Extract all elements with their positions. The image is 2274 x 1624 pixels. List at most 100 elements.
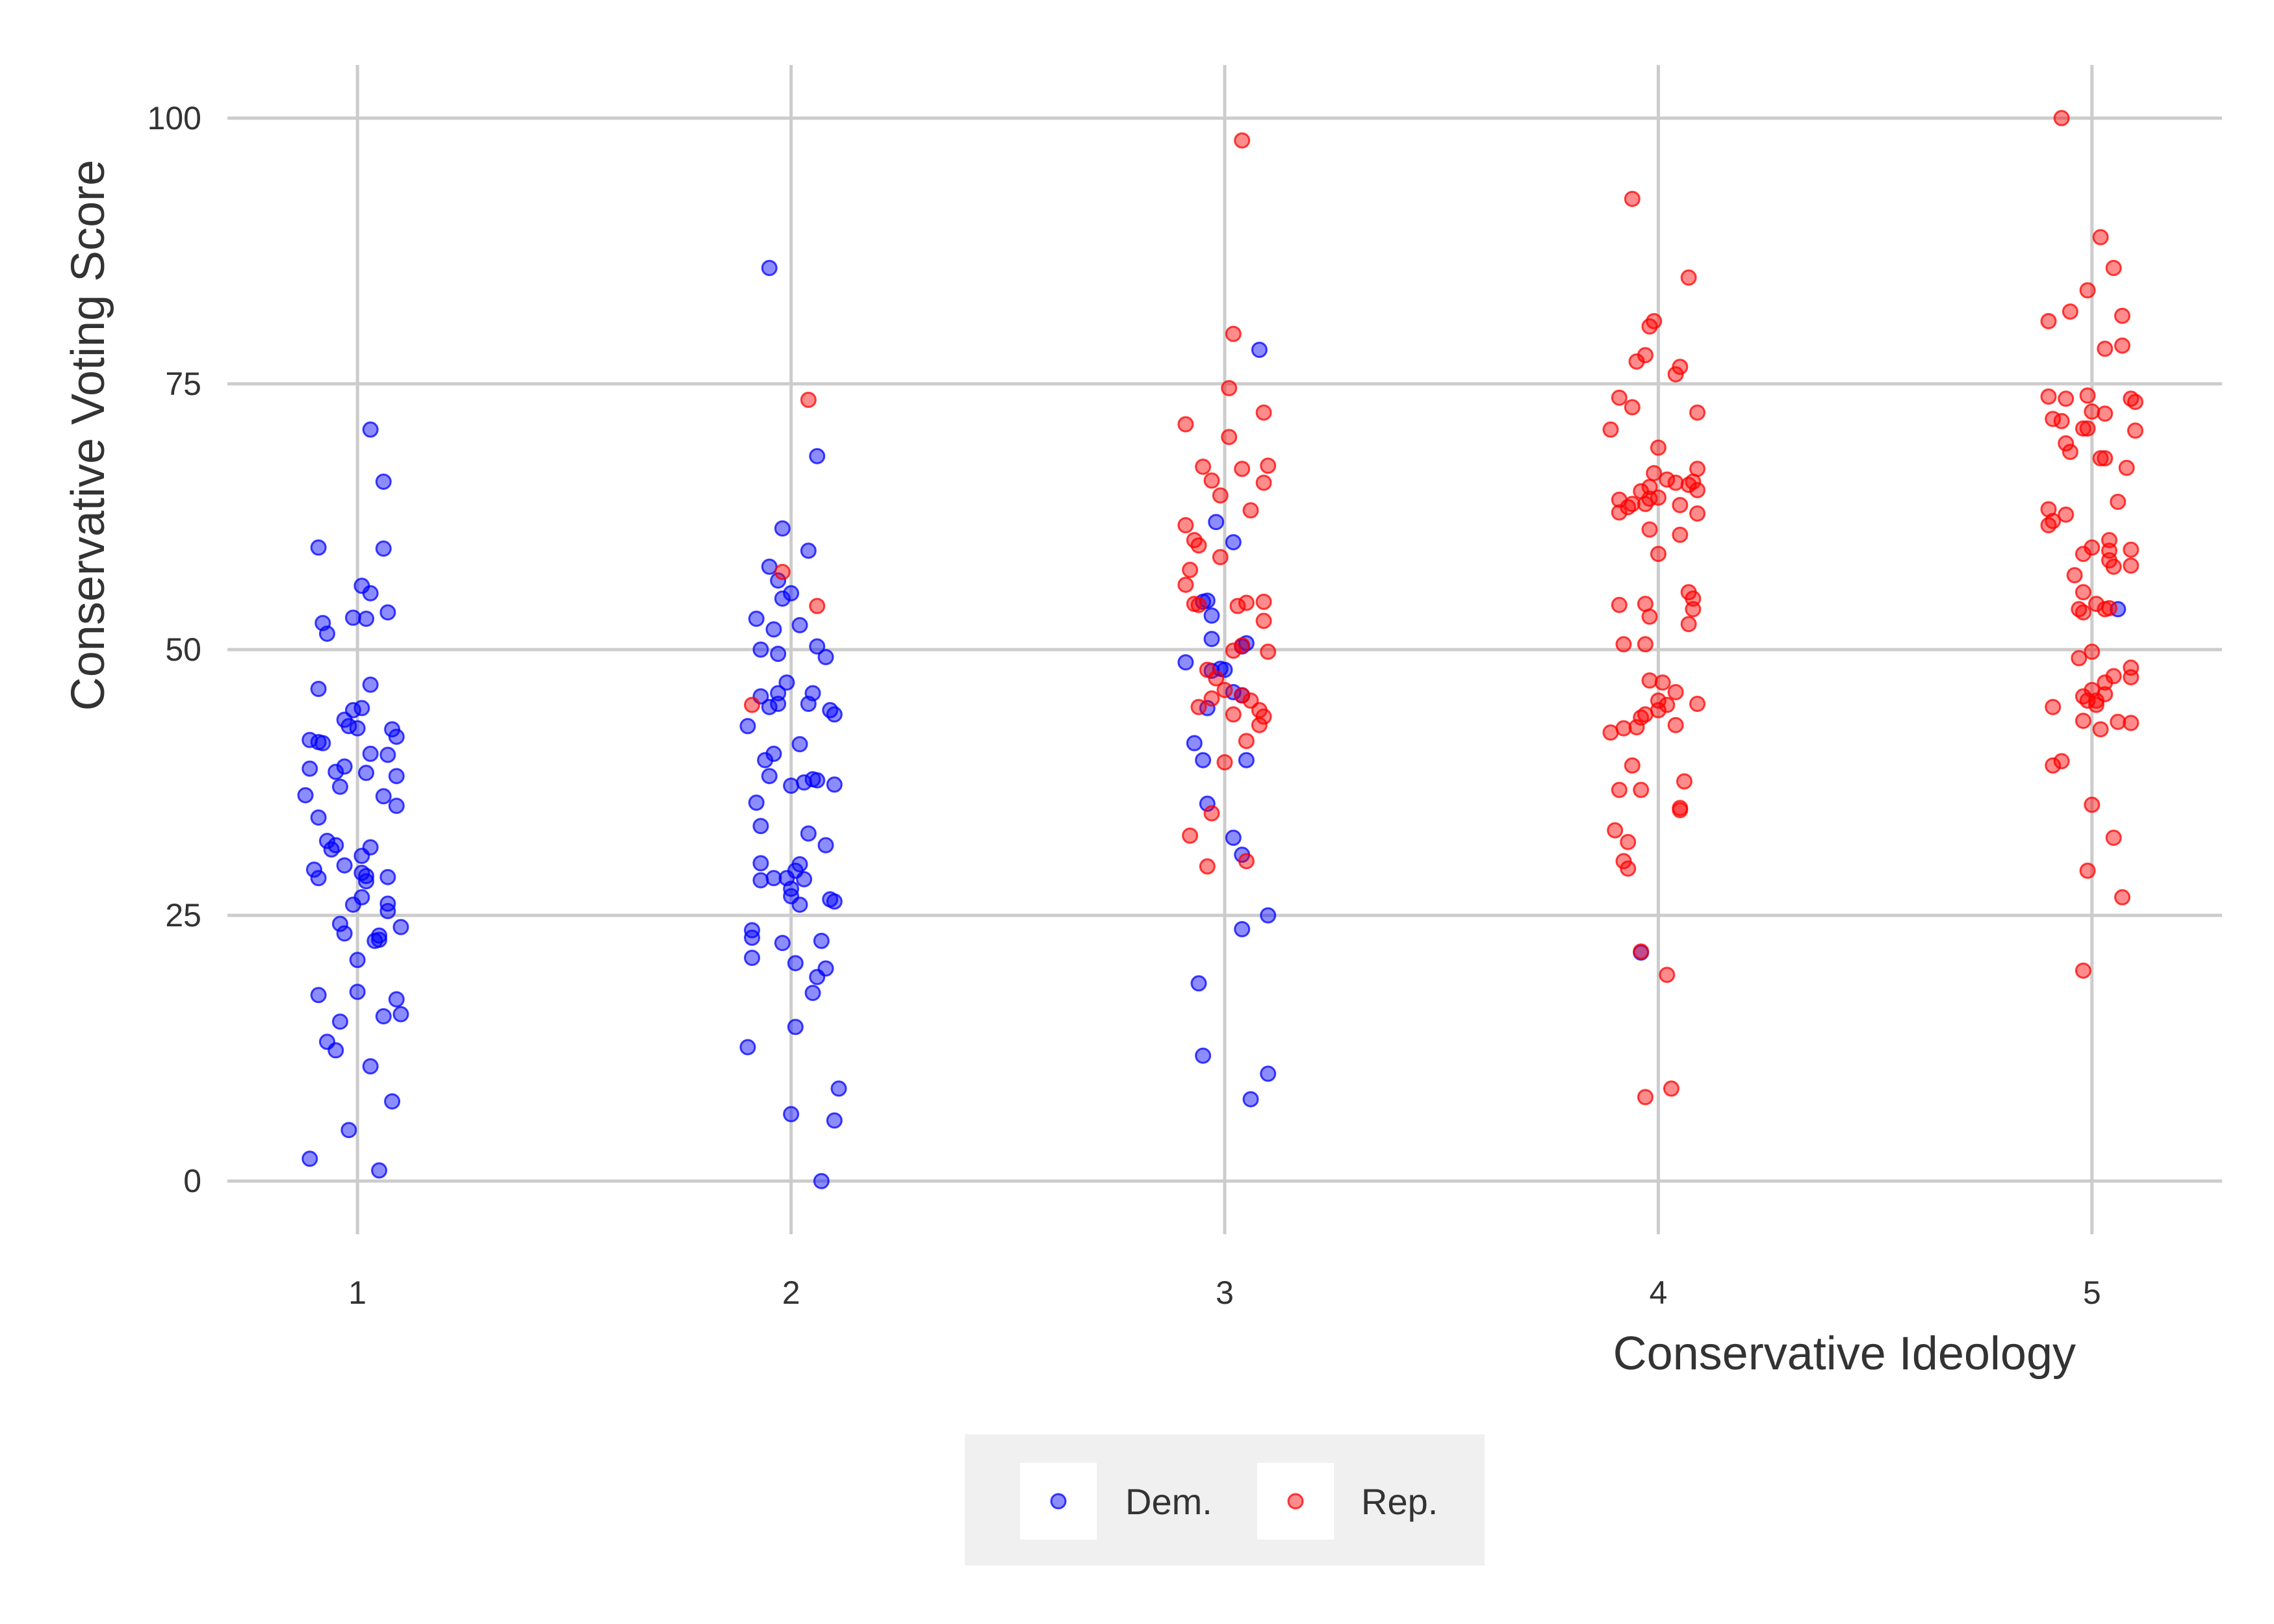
data-point-rep xyxy=(1221,429,1238,446)
data-point-dem xyxy=(336,857,353,874)
data-point-dem xyxy=(1251,342,1268,358)
tick-labels: 0 25 50 75 100 1 2 3 4 5 xyxy=(147,100,2101,1311)
data-point-dem xyxy=(739,1039,756,1056)
data-point-rep xyxy=(2075,420,2091,437)
data-point-dem xyxy=(817,837,834,854)
data-point-dem xyxy=(739,718,756,735)
data-point-dem xyxy=(791,616,808,633)
data-point-dem xyxy=(362,421,379,438)
data-point-dem xyxy=(765,621,782,638)
data-point-rep xyxy=(2045,757,2062,774)
data-point-rep xyxy=(1203,690,1220,707)
data-point-rep xyxy=(1234,637,1251,653)
data-point-rep xyxy=(1611,389,1628,406)
y-tick-label: 100 xyxy=(147,100,201,136)
data-point-dem xyxy=(770,696,787,712)
data-point-rep xyxy=(1177,517,1194,533)
data-point-rep xyxy=(1255,708,1272,725)
data-point-rep xyxy=(1672,526,1689,543)
data-point-dem xyxy=(817,649,834,665)
data-point-rep xyxy=(1641,479,1658,496)
data-point-rep xyxy=(1672,802,1689,818)
data-point-rep xyxy=(1225,642,1242,659)
data-point-rep xyxy=(2123,541,2140,558)
data-point-rep xyxy=(1615,636,1632,653)
data-point-rep xyxy=(2092,450,2109,466)
data-point-rep xyxy=(1251,717,1268,733)
data-point-rep xyxy=(2084,643,2101,660)
data-point-dem xyxy=(1203,631,1220,648)
data-point-dem xyxy=(362,745,379,762)
data-point-rep xyxy=(1672,497,1689,513)
y-tick-label: 75 xyxy=(165,366,201,402)
data-point-rep xyxy=(2123,669,2140,685)
data-point-rep xyxy=(2053,412,2070,429)
data-point-rep xyxy=(1208,670,1225,687)
data-point-dem xyxy=(774,935,791,952)
data-point-dem xyxy=(1195,752,1212,768)
data-point-dem xyxy=(345,896,361,913)
data-point-dem xyxy=(830,1080,847,1097)
data-point-dem xyxy=(809,772,826,789)
data-point-dem xyxy=(813,1173,830,1189)
data-point-rep xyxy=(1177,576,1194,593)
data-point-dem xyxy=(752,818,769,835)
data-point-dem xyxy=(332,778,348,795)
data-point-dem xyxy=(323,841,340,858)
data-point-rep xyxy=(1255,593,1272,610)
data-point-dem xyxy=(783,1106,800,1123)
data-point-dem xyxy=(796,774,813,791)
data-point-dem xyxy=(752,855,769,872)
data-point-dem xyxy=(310,987,327,1004)
data-point-dem xyxy=(362,1058,379,1074)
data-point-rep xyxy=(2040,312,2057,329)
data-point-dem xyxy=(783,778,800,794)
data-point-rep xyxy=(1221,380,1238,396)
data-point-rep xyxy=(1633,709,1650,726)
data-point-dem xyxy=(804,985,821,1001)
data-point-dem xyxy=(375,1008,392,1024)
data-point-dem xyxy=(362,585,379,602)
y-tick-label: 25 xyxy=(165,897,201,933)
data-point-dem xyxy=(319,833,335,849)
data-point-dem xyxy=(1199,795,1216,812)
data-point-rep xyxy=(2127,394,2143,411)
data-point-rep xyxy=(2105,830,2122,846)
data-point-dem xyxy=(809,638,826,655)
data-point-rep xyxy=(2110,494,2127,510)
data-point-dem xyxy=(349,720,366,737)
x-tick-label: 5 xyxy=(2083,1275,2101,1311)
data-point-dem xyxy=(761,768,778,785)
data-point-rep xyxy=(2123,715,2140,731)
data-point-rep xyxy=(2101,600,2117,616)
data-point-rep xyxy=(1620,499,1637,516)
data-point-dem xyxy=(366,932,383,949)
data-point-dem xyxy=(1260,907,1277,924)
data-point-rep xyxy=(1255,404,1272,421)
data-point-rep xyxy=(1190,537,1207,554)
data-point-rep xyxy=(2097,340,2114,357)
data-point-rep xyxy=(2040,517,2057,533)
data-point-rep xyxy=(2079,692,2096,709)
x-tick-label: 1 xyxy=(348,1275,366,1311)
data-point-dem xyxy=(371,1162,388,1179)
data-point-dem xyxy=(301,760,318,777)
data-point-dem xyxy=(826,776,843,793)
data-point-dem xyxy=(770,646,787,662)
data-point-rep xyxy=(2075,962,2091,979)
data-point-rep xyxy=(809,598,826,615)
data-point-dem xyxy=(392,1006,409,1022)
x-tick-label: 2 xyxy=(782,1275,800,1311)
data-point-rep xyxy=(1199,858,1216,875)
data-point-rep xyxy=(1689,482,1706,498)
data-point-dem xyxy=(336,758,353,775)
data-point-rep xyxy=(1229,598,1246,615)
data-point-rep xyxy=(2127,422,2143,439)
data-point-dem xyxy=(358,765,375,781)
data-point-rep xyxy=(2079,282,2096,299)
data-point-dem xyxy=(800,696,817,712)
data-point-rep xyxy=(2097,674,2114,691)
data-point-dem xyxy=(388,991,405,1008)
x-tick-label: 3 xyxy=(1216,1275,1234,1311)
data-point-rep xyxy=(774,564,791,580)
